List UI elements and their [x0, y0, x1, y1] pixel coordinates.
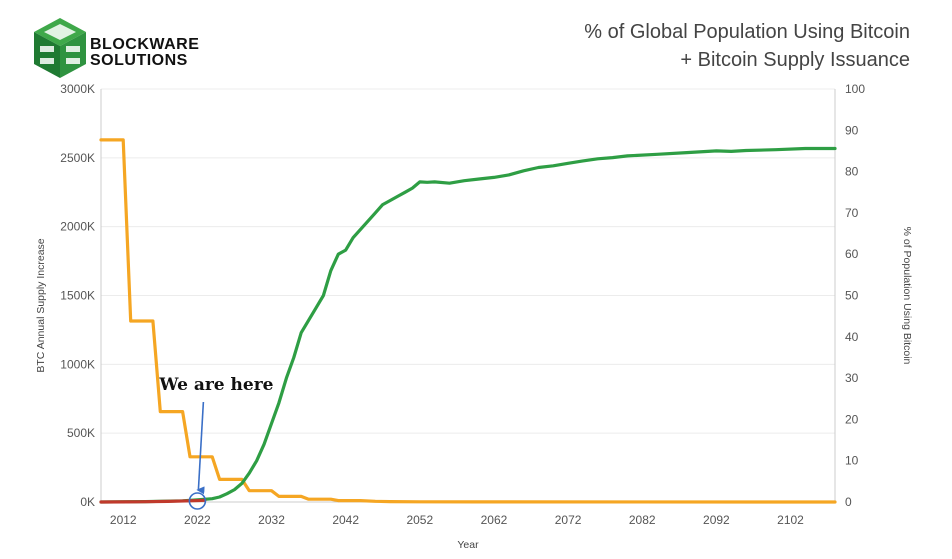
- x-axis-title: Year: [457, 539, 479, 551]
- y-right-tick-label: 30: [845, 371, 859, 385]
- x-tick-label: 2082: [629, 513, 656, 527]
- y-right-tick-label: 90: [845, 123, 859, 137]
- x-tick-label: 2062: [481, 513, 508, 527]
- y-left-tick-label: 1500K: [60, 289, 95, 303]
- population-line: [99, 146, 837, 504]
- chart-title: % of Global Population Using Bitcoin + B…: [584, 18, 910, 74]
- x-tick-label: 2012: [110, 513, 137, 527]
- axes: 0K 500K 1000K 1500K 2000K 2500K 3000K 0 10 20 30 40…: [60, 82, 865, 527]
- supply-line: [99, 138, 837, 504]
- title-line-2: + Bitcoin Supply Issuance: [680, 49, 910, 71]
- y-right-tick-label: 60: [845, 247, 859, 261]
- y-right-tick-label: 50: [845, 289, 859, 303]
- early-adoption-line: [99, 498, 207, 504]
- y-right-tick-label: 10: [845, 454, 859, 468]
- annotations: We are here: [158, 375, 274, 510]
- y-right-tick-label: 20: [845, 412, 859, 426]
- y-left-tick-label: 500K: [67, 426, 95, 440]
- y-right-tick-label: 70: [845, 206, 859, 220]
- y-left-tick-label: 0K: [80, 495, 95, 509]
- annotation-label: We are here: [158, 375, 273, 395]
- y-left-tick-label: 2500K: [60, 151, 95, 165]
- y-axis-right-title: % of Population Using Bitcoin: [901, 227, 913, 365]
- x-tick-label: 2032: [258, 513, 285, 527]
- x-tick-label: 2072: [555, 513, 582, 527]
- y-left-tick-label: 3000K: [60, 82, 95, 96]
- y-right-tick-label: 80: [845, 165, 859, 179]
- annotation-circle: [188, 492, 207, 510]
- x-tick-label: 2042: [332, 513, 359, 527]
- logo-line-1: BLOCKWARE: [90, 36, 200, 53]
- x-tick-label: 2052: [406, 513, 433, 527]
- y-axis-left-title: BTC Annual Supply Increase: [35, 238, 47, 372]
- y-left-tick-label: 2000K: [60, 220, 95, 234]
- y-right-tick-label: 0: [845, 495, 852, 509]
- blockware-logo: [30, 16, 200, 82]
- y-left-tick-label: 1000K: [60, 357, 95, 371]
- y-right-tick-label: 100: [845, 82, 865, 96]
- series: [99, 138, 837, 504]
- x-tick-label: 2092: [703, 513, 730, 527]
- x-tick-label: 2022: [184, 513, 211, 527]
- y-right-tick-label: 40: [845, 330, 859, 344]
- logo-mark-icon: [34, 18, 86, 78]
- title-line-1: % of Global Population Using Bitcoin: [584, 21, 910, 43]
- x-tick-label: 2102: [777, 513, 804, 527]
- logo-text: BLOCKWARE SOLUTIONS: [90, 37, 199, 69]
- logo-line-2: SOLUTIONS: [90, 52, 188, 69]
- annotation-arrow: [196, 401, 205, 495]
